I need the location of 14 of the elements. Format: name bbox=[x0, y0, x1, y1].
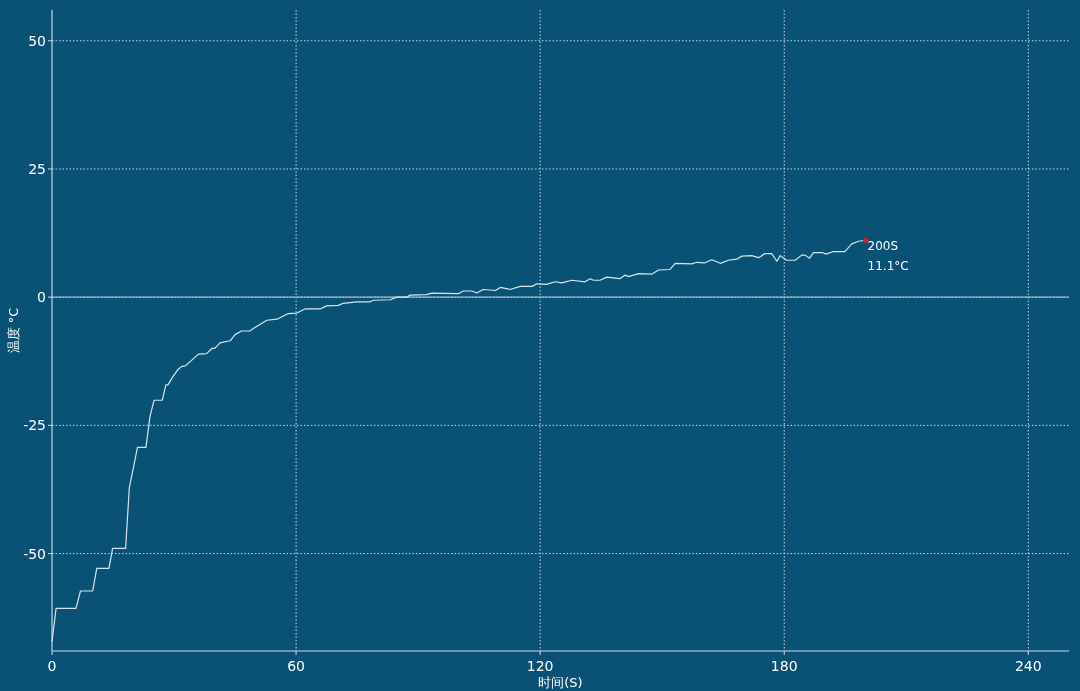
annotation: 11.1°C bbox=[867, 259, 909, 274]
y-tick-label: 25 bbox=[28, 160, 46, 177]
x-tick-label: 0 bbox=[47, 658, 57, 674]
x-tick-label: 240 bbox=[1014, 658, 1042, 674]
x-tick-label: 120 bbox=[526, 658, 554, 674]
y-tick-label: 50 bbox=[28, 32, 46, 49]
x-axis-title: 时间(S) bbox=[538, 675, 583, 690]
x-tick-label: 180 bbox=[770, 658, 798, 674]
y-tick-label: -50 bbox=[23, 545, 46, 562]
y-tick-label: -25 bbox=[23, 417, 46, 434]
x-tick-label: 60 bbox=[287, 658, 305, 674]
y-tick-label: 0 bbox=[37, 289, 46, 306]
annotation: 200S bbox=[867, 239, 899, 254]
y-axis-title: 温度 °C bbox=[6, 307, 21, 354]
